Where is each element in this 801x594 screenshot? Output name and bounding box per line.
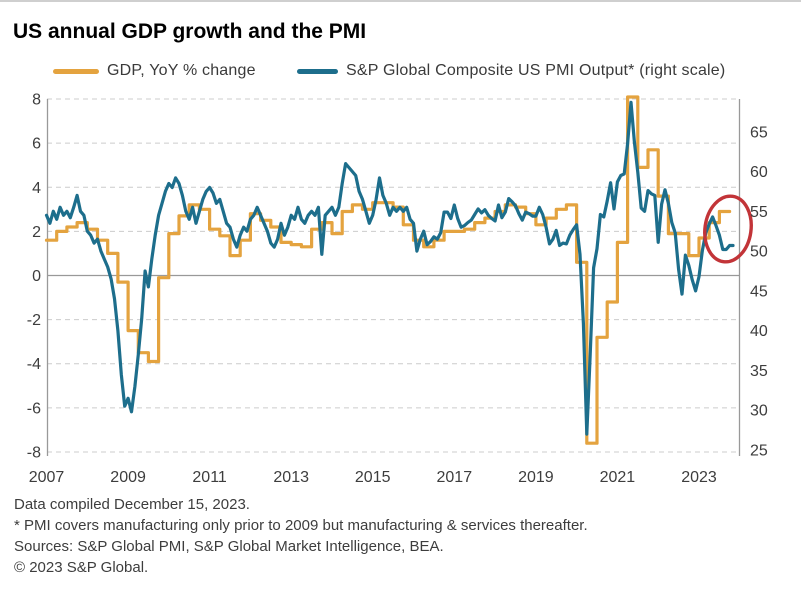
highlight-ellipse-annotation (703, 194, 753, 264)
left-axis-tick-label: -6 (27, 400, 41, 417)
left-axis-tick-label: -2 (27, 312, 41, 329)
right-axis-tick-label: 60 (750, 164, 768, 181)
chart-title: US annual GDP growth and the PMI (13, 20, 367, 43)
pmi-line (44, 100, 735, 436)
legend-label-pmi: S&P Global Composite US PMI Output* (rig… (346, 62, 726, 79)
right-axis-tick-label: 30 (750, 403, 768, 420)
left-axis-tick-label: -4 (27, 356, 41, 373)
left-axis-tick-label: 6 (32, 136, 41, 153)
left-axis-tick-label: 4 (32, 180, 41, 197)
legend-label-gdp: GDP, YoY % change (107, 62, 256, 79)
legend-item-gdp: GDP, YoY % change (53, 62, 256, 80)
right-axis-tick-label: 25 (750, 443, 768, 460)
x-axis-tick-label: 2013 (273, 469, 309, 486)
x-axis-tick-label: 2019 (518, 469, 554, 486)
x-axis-tick-label: 2015 (355, 469, 391, 486)
legend-item-pmi: S&P Global Composite US PMI Output* (rig… (297, 62, 725, 80)
pmi-line-swatch-icon (297, 68, 338, 74)
x-axis-tick-label: 2017 (437, 469, 473, 486)
right-axis-tick-label: 65 (750, 124, 768, 141)
x-axis-tick-label: 2023 (681, 469, 717, 486)
right-axis-tick-label: 35 (750, 363, 768, 380)
left-axis-tick-label: 2 (32, 224, 41, 241)
right-axis-tick-label: 45 (750, 283, 768, 300)
top-divider (0, 0, 801, 2)
right-axis-tick-label: 50 (750, 244, 768, 261)
left-axis-tick-label: 0 (32, 268, 41, 285)
left-axis-tick-label: 8 (32, 92, 41, 109)
gdp-line-swatch-icon (53, 68, 99, 74)
left-axis-tick-label: -8 (27, 444, 41, 461)
footnote-copyright: © 2023 S&P Global. (14, 559, 149, 576)
right-axis-tick-label: 40 (750, 323, 768, 340)
x-axis-tick-label: 2021 (600, 469, 636, 486)
footnote-pmi-coverage: * PMI covers manufacturing only prior to… (14, 517, 588, 534)
gdp-line (44, 95, 732, 445)
right-axis-tick-label: 55 (750, 204, 768, 221)
footnote-compiled: Data compiled December 15, 2023. (14, 496, 250, 513)
x-axis-tick-label: 2007 (29, 469, 65, 486)
x-axis-tick-label: 2011 (192, 469, 227, 486)
x-axis-tick-label: 2009 (110, 469, 146, 486)
chart-footer: Data compiled December 15, 2023. * PMI c… (14, 494, 588, 578)
footnote-sources: Sources: S&P Global PMI, S&P Global Mark… (14, 538, 444, 555)
